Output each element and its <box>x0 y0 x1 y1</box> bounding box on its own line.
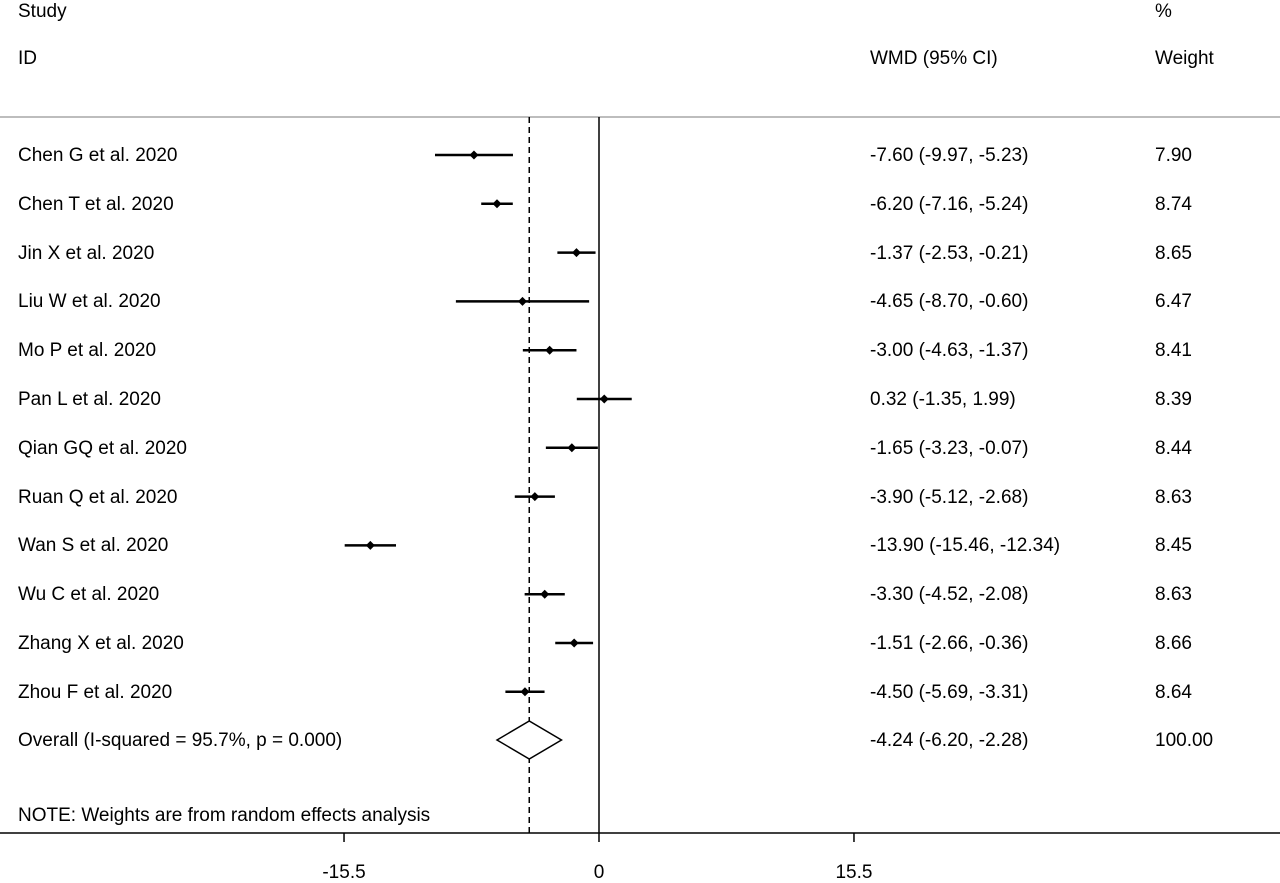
effect-ci-value: -6.20 (-7.16, -5.24) <box>870 193 1029 215</box>
point-estimate-marker <box>530 492 540 502</box>
effect-ci-value: -1.51 (-2.66, -0.36) <box>870 633 1029 654</box>
effect-ci-value: -1.65 (-3.23, -0.07) <box>870 437 1029 459</box>
weight-value: 8.63 <box>1155 486 1192 508</box>
weight-value: 8.64 <box>1155 681 1192 703</box>
point-estimate-marker <box>571 248 581 258</box>
point-estimate-marker <box>365 540 375 550</box>
study-label: Mo P et al. 2020 <box>18 340 157 362</box>
point-estimate-marker <box>567 443 577 453</box>
study-label: Chen T et al. 2020 <box>18 193 174 215</box>
point-estimate-marker <box>540 589 550 599</box>
effect-ci-value: -3.00 (-4.63, -1.37) <box>870 340 1029 362</box>
point-estimate-marker <box>469 150 479 160</box>
weight-value: 8.65 <box>1155 242 1192 264</box>
point-estimate-marker <box>520 687 530 697</box>
study-label: Wu C et al. 2020 <box>18 584 160 606</box>
point-estimate-marker <box>569 638 579 648</box>
overall-weight-value: 100.00 <box>1155 730 1214 751</box>
study-column-header: Study <box>18 1 67 22</box>
percent-column-header: % <box>1155 1 1172 22</box>
x-tick-label: 15.5 <box>835 862 873 883</box>
overall-effect-ci-value: -4.24 (-6.20, -2.28) <box>870 730 1029 751</box>
point-estimate-marker <box>599 394 609 404</box>
overall-label: Overall (I-squared = 95.7%, p = 0.000) <box>18 730 343 751</box>
weight-value: 8.74 <box>1155 193 1192 215</box>
x-tick-label: 0 <box>593 862 605 883</box>
footnote: NOTE: Weights are from random effects an… <box>18 805 431 826</box>
study-label: Wan S et al. 2020 <box>18 535 169 557</box>
study-label: Liu W et al. 2020 <box>18 291 161 313</box>
effect-ci-value: -4.65 (-8.70, -0.60) <box>870 291 1029 313</box>
effect-ci-value: -3.90 (-5.12, -2.68) <box>870 486 1029 508</box>
study-label: Qian GQ et al. 2020 <box>18 437 187 459</box>
effect-ci-value: -3.30 (-4.52, -2.08) <box>870 584 1029 606</box>
effect-ci-value: -13.90 (-15.46, -12.34) <box>870 535 1061 557</box>
point-estimate-marker <box>518 296 528 306</box>
weight-value: 8.66 <box>1155 633 1192 654</box>
weight-value: 8.41 <box>1155 340 1192 362</box>
study-label: Ruan Q et al. 2020 <box>18 486 178 508</box>
overall-diamond <box>495 720 563 760</box>
weight-column-header: Weight <box>1155 48 1214 69</box>
effect-ci-value: -4.50 (-5.69, -3.31) <box>870 681 1029 703</box>
weight-value: 7.90 <box>1155 145 1192 166</box>
weight-value: 8.45 <box>1155 535 1192 557</box>
study-label: Zhang X et al. 2020 <box>18 633 184 654</box>
weight-value: 8.39 <box>1155 389 1192 410</box>
study-label: Chen G et al. 2020 <box>18 145 178 166</box>
point-estimate-marker <box>545 345 555 355</box>
id-column-header: ID <box>18 48 37 69</box>
study-label: Jin X et al. 2020 <box>18 242 155 264</box>
point-estimate-marker <box>492 199 502 209</box>
study-label: Zhou F et al. 2020 <box>18 681 173 703</box>
x-tick-label: -15.5 <box>322 862 366 883</box>
weight-value: 8.63 <box>1155 584 1192 606</box>
effect-ci-value: -1.37 (-2.53, -0.21) <box>870 242 1029 264</box>
weight-value: 6.47 <box>1155 291 1192 313</box>
effect-ci-value: 0.32 (-1.35, 1.99) <box>870 389 1016 410</box>
effect-ci-value: -7.60 (-9.97, -5.23) <box>870 145 1029 166</box>
study-label: Pan L et al. 2020 <box>18 389 161 410</box>
weight-value: 8.44 <box>1155 437 1192 459</box>
effect-column-header: WMD (95% CI) <box>870 48 998 69</box>
